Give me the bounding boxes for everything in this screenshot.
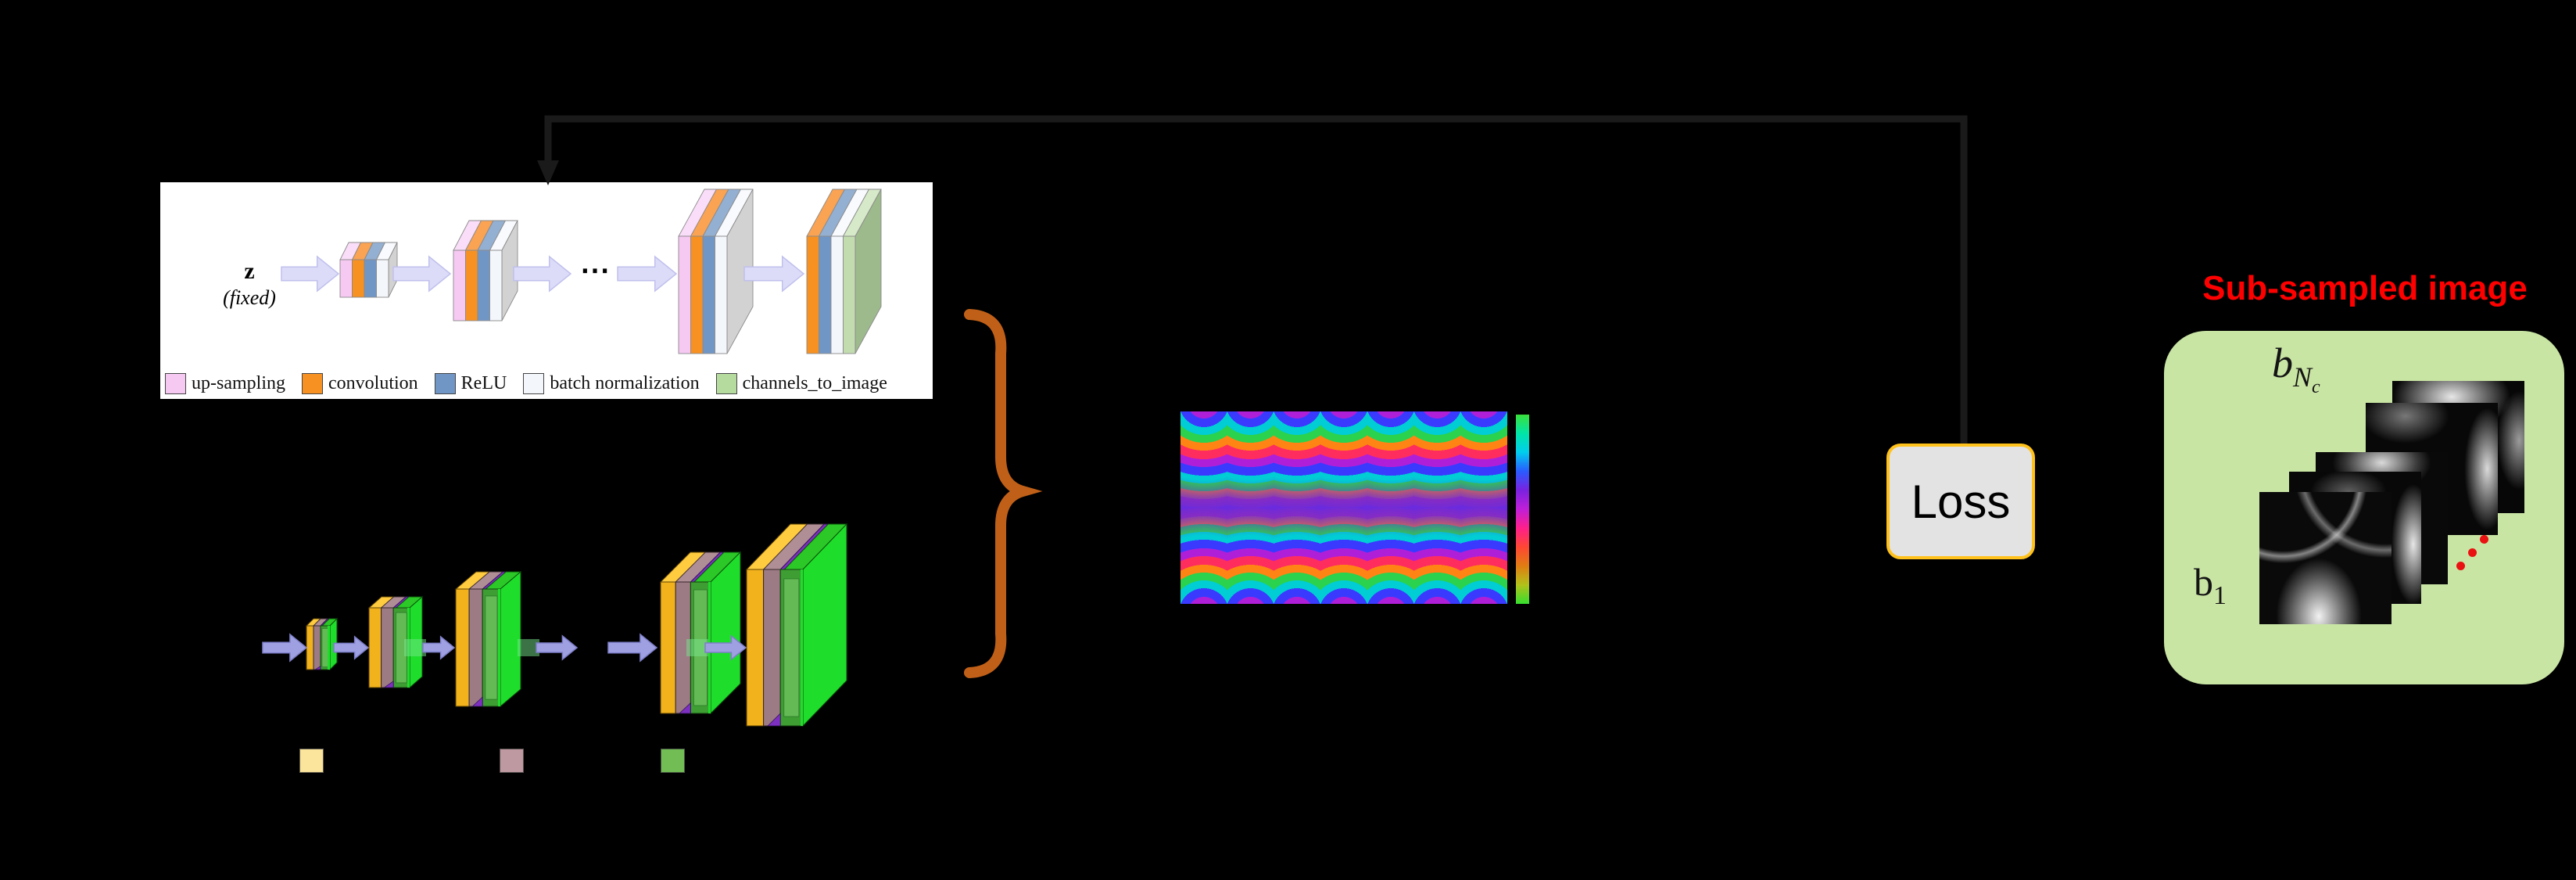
encoder-legend-yellow-swatch — [299, 749, 324, 773]
coil-image-front — [2259, 492, 2391, 624]
decoder-legend: up-sampling convolution ReLU batch normaliz… — [165, 369, 931, 397]
legend-label: convolution — [328, 372, 418, 393]
phase-cell — [1413, 411, 1461, 508]
phase-cell — [1181, 508, 1227, 604]
phase-cell — [1413, 508, 1461, 604]
label-b-1: b1 — [2194, 560, 2227, 610]
decoder-input-label: z (fixed) — [202, 258, 296, 310]
phase-cell — [1274, 508, 1321, 604]
phase-map-image — [1181, 411, 1507, 604]
legend-item: channels_to_image — [715, 372, 887, 394]
z-fixed-note: (fixed) — [223, 286, 276, 309]
legend-swatch — [523, 372, 545, 394]
phase-cell — [1460, 411, 1507, 508]
ellipsis-dot — [2456, 562, 2465, 570]
legend-label: ReLU — [460, 372, 507, 393]
label-b-Nc: bNc — [2272, 339, 2320, 397]
legend-swatch — [302, 372, 323, 394]
phase-cell — [1460, 508, 1507, 604]
scale-brace — [964, 309, 1043, 678]
loss-label: Loss — [1911, 475, 2011, 528]
legend-swatch — [434, 372, 456, 394]
phase-cell — [1181, 411, 1227, 508]
encoder-legend-mauve-swatch — [500, 749, 524, 773]
legend-item: up-sampling — [165, 372, 285, 394]
encoder-network — [262, 523, 848, 727]
subsampled-panel: bNc b1 — [2164, 331, 2564, 684]
phase-colorbar — [1516, 415, 1529, 604]
phase-cell — [1367, 411, 1414, 508]
legend-label: batch normalization — [550, 372, 700, 393]
phase-cell — [1274, 411, 1321, 508]
subsampled-title: Sub-sampled image — [2202, 269, 2528, 307]
ellipsis-dot — [2480, 535, 2488, 544]
phase-cell — [1367, 508, 1414, 604]
phase-cell — [1320, 508, 1367, 604]
phase-cell — [1227, 411, 1274, 508]
loss-box: Loss — [1886, 444, 2035, 559]
legend-swatch — [165, 372, 186, 394]
legend-item: ReLU — [434, 372, 507, 394]
decoder-ellipsis: ⋯ — [580, 254, 610, 287]
legend-swatch — [715, 372, 737, 394]
legend-item: batch normalization — [523, 372, 700, 394]
phase-cell — [1227, 508, 1274, 604]
ellipsis-dot — [2468, 548, 2477, 557]
legend-label: up-sampling — [192, 372, 285, 393]
legend-item: convolution — [302, 372, 418, 394]
phase-cell — [1320, 411, 1367, 508]
encoder-legend-green-swatch — [661, 749, 685, 773]
z-symbol: z — [244, 258, 255, 284]
legend-label: channels_to_image — [742, 372, 887, 393]
